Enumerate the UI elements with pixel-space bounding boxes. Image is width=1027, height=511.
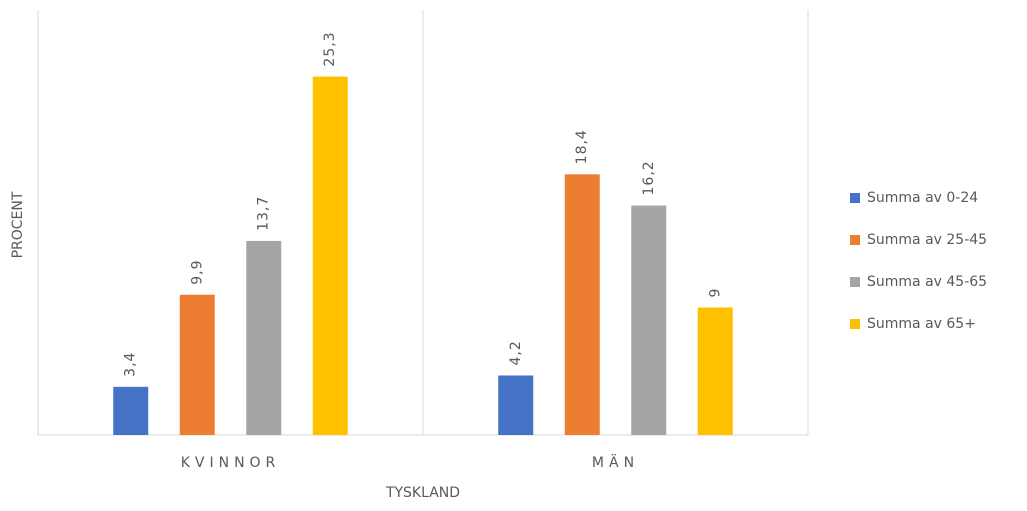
bar: [564, 174, 600, 436]
bar: [631, 205, 667, 435]
legend-swatch: [850, 193, 860, 203]
bar: [312, 76, 348, 435]
legend-label: Summa av 0-24: [867, 190, 978, 206]
legend-swatch: [850, 277, 860, 287]
bar: [179, 294, 215, 435]
x-tick-label: MÄN: [592, 453, 639, 471]
legend-swatch: [850, 235, 860, 245]
bar: [697, 307, 733, 435]
legend-label: Summa av 65+: [867, 316, 976, 332]
data-label: 9: [707, 288, 723, 298]
data-label: 18,4: [574, 129, 590, 164]
bar: [246, 240, 282, 435]
data-label: 9,9: [189, 259, 205, 284]
x-axis-label: TYSKLAND: [385, 485, 460, 501]
data-label: 13,7: [256, 196, 272, 231]
legend-swatch: [850, 319, 860, 329]
legend-label: Summa av 25-45: [867, 232, 987, 248]
legend-label: Summa av 45-65: [867, 274, 987, 290]
data-label: 4,2: [508, 340, 524, 365]
data-label: 25,3: [322, 31, 338, 66]
bar: [498, 375, 534, 435]
data-label: 16,2: [641, 160, 657, 195]
data-label: 3,4: [123, 352, 139, 377]
x-tick-label: KVINNOR: [181, 455, 281, 471]
bar: [113, 386, 149, 435]
y-axis-label: PROCENT: [10, 191, 26, 258]
